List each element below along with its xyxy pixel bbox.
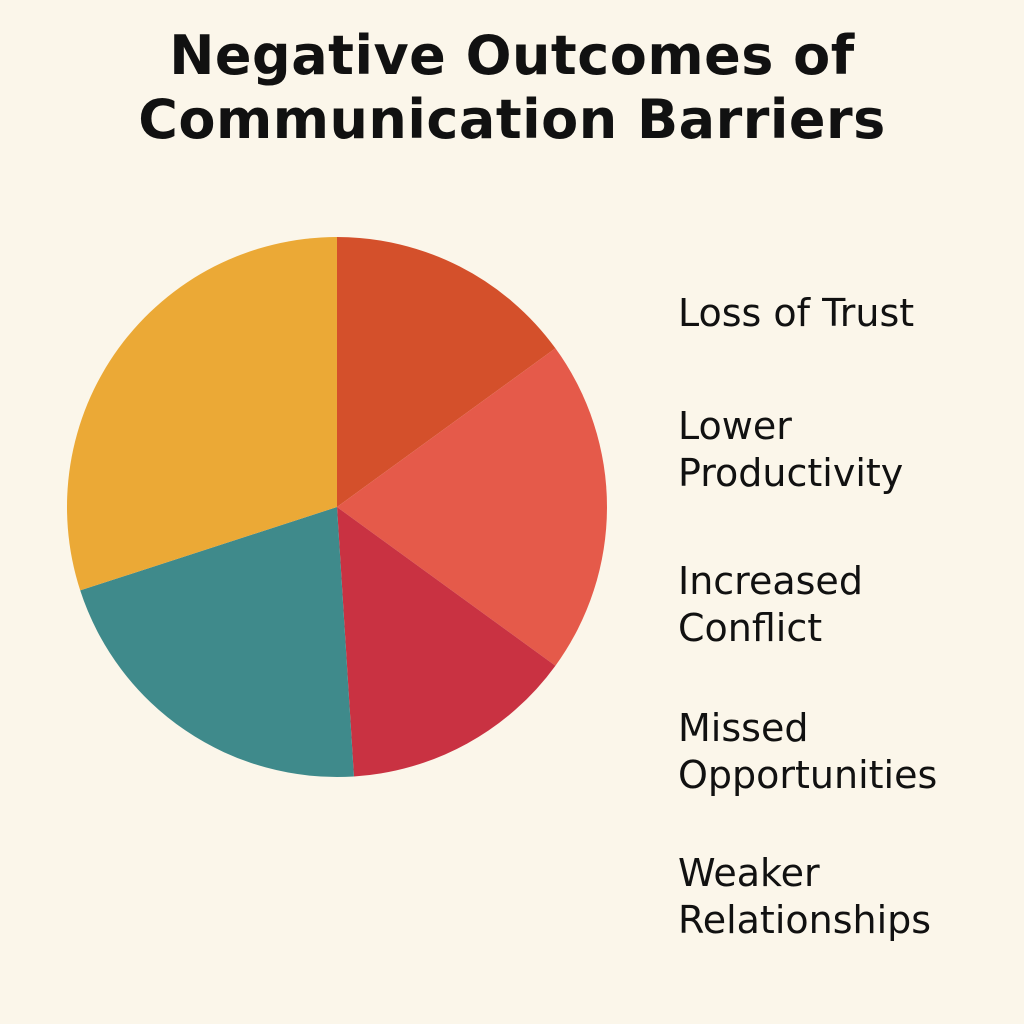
- legend-item-label: Weaker: [678, 851, 820, 895]
- legend-item-label: Lower: [678, 404, 792, 448]
- pie-slice-1: [337, 237, 556, 507]
- legend-item-3: Increased Conflict: [678, 558, 1008, 652]
- legend-item-label: Loss of Trust: [678, 291, 915, 335]
- pie-slice-3: [337, 507, 556, 777]
- legend-item-label: Conflict: [678, 606, 823, 650]
- chart-title-line-1: Negative Outcomes of: [169, 24, 855, 87]
- pie-slice-2: [337, 348, 607, 666]
- chart-title-line-2: Communication Barriers: [138, 88, 886, 151]
- legend-item-label: Relationships: [678, 898, 932, 942]
- legend-item-4: Missed Opportunities: [678, 705, 1008, 799]
- legend-item-5: Weaker Relationships: [678, 850, 1008, 944]
- legend-item-2: Lower Productivity: [678, 403, 1008, 497]
- legend-item-label: Missed: [678, 706, 809, 750]
- chart-title: Negative Outcomes of Communication Barri…: [0, 24, 1024, 152]
- legend-item-label: Productivity: [678, 451, 904, 495]
- pie-slice-4: [80, 507, 354, 778]
- pie-slice-5: [66, 237, 337, 591]
- legend-item-label: Increased: [678, 559, 863, 603]
- legend-item-label: Opportunities: [678, 753, 938, 797]
- legend-item-1: Loss of Trust: [678, 290, 1008, 337]
